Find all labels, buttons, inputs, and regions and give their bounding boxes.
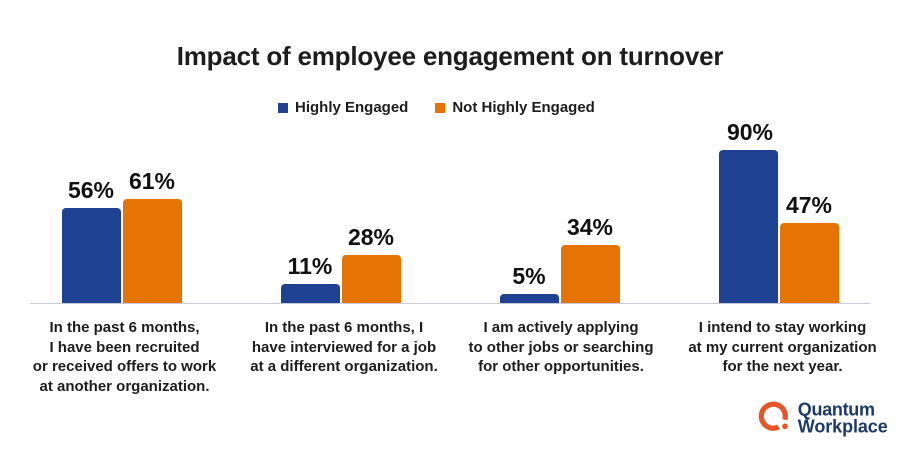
svg-text:Workplace: Workplace xyxy=(798,416,888,436)
svg-text:Quantum: Quantum xyxy=(798,400,875,420)
